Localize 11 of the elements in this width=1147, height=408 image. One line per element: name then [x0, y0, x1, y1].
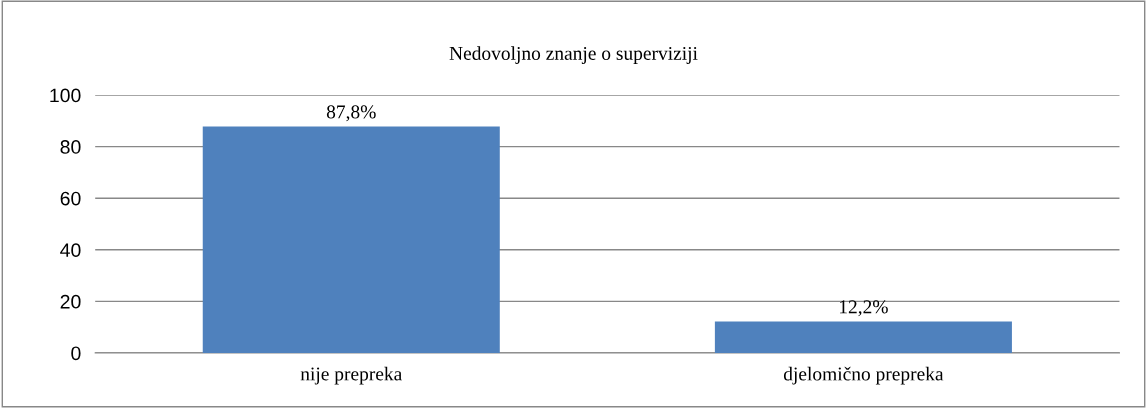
x-tick-label: djelomično prepreka — [783, 366, 944, 385]
data-label: 87,8% — [326, 105, 376, 122]
y-tick-label: 80 — [60, 140, 81, 154]
data-label: 12,2% — [840, 300, 888, 317]
chart-title: Nedovoljno znanje o superviziji — [449, 46, 698, 64]
y-tick-label: 100 — [50, 88, 81, 103]
y-tick-label: 20 — [60, 294, 81, 309]
y-tick-label: 60 — [60, 191, 81, 206]
x-tick-label: nije prepreka — [300, 366, 403, 385]
y-tick-label: 40 — [60, 243, 81, 258]
y-tick-label: 0 — [71, 346, 81, 361]
